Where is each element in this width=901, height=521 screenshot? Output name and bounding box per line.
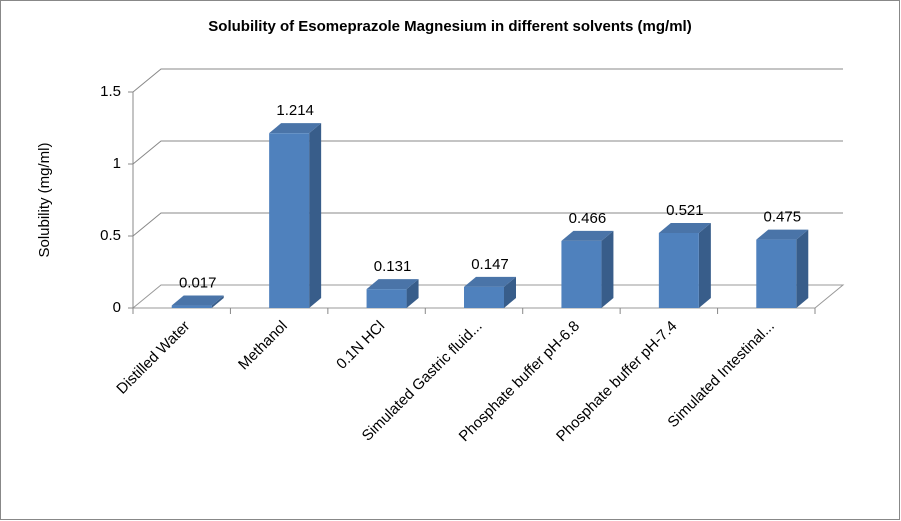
grid-line [132,212,843,237]
grid-line [132,140,843,165]
value-label: 1.214 [276,102,314,119]
bar [756,239,797,308]
bar-side [406,279,419,308]
bar-top [561,230,614,241]
chart-title: Solubility of Esomeprazole Magnesium in … [208,18,692,35]
bar-top [658,222,711,233]
bar-side [504,276,516,308]
value-label: 0.017 [179,275,217,292]
bar [171,305,212,308]
bar [269,133,310,308]
value-label: 0.521 [666,202,704,219]
grid-line [132,68,843,93]
y-tick-label: 1.5 [100,83,121,100]
y-tick-label: 0.5 [100,227,121,244]
bar-top [171,295,224,306]
y-axis-label: Solubility (mg/ml) [36,142,53,257]
bar [366,289,407,308]
y-tick-label: 0 [113,299,121,316]
bar-top [464,276,516,287]
bar-side [309,123,322,309]
bar-side [698,222,711,308]
bar [464,286,504,308]
bar-side [601,230,614,308]
y-tick-label: 1 [113,155,121,172]
bar-side [796,229,809,308]
value-label: 0.131 [374,258,412,275]
bar-top [756,229,809,240]
bar-top [269,123,322,134]
bar-top [366,279,419,290]
bar-side [211,295,224,308]
value-label: 0.466 [569,210,607,227]
value-label: 0.475 [764,209,802,226]
value-label: 0.147 [471,256,509,273]
bar [658,232,699,308]
bar [561,240,602,308]
